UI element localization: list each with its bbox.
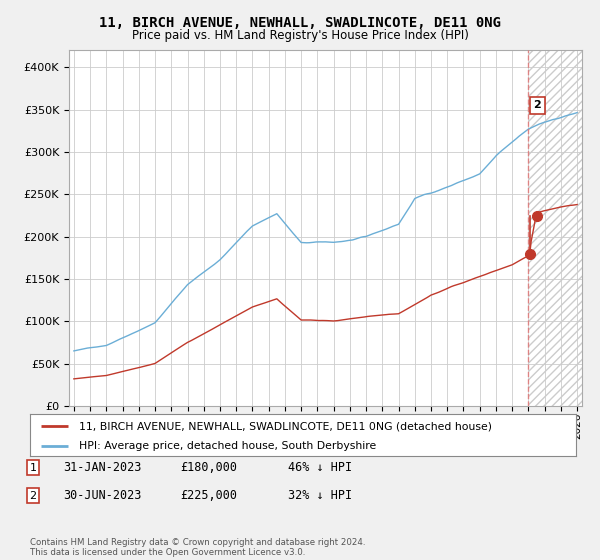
Text: 31-JAN-2023: 31-JAN-2023 bbox=[63, 461, 142, 474]
Text: £225,000: £225,000 bbox=[180, 489, 237, 502]
Text: Price paid vs. HM Land Registry's House Price Index (HPI): Price paid vs. HM Land Registry's House … bbox=[131, 29, 469, 42]
Text: 1: 1 bbox=[29, 463, 37, 473]
Text: 11, BIRCH AVENUE, NEWHALL, SWADLINCOTE, DE11 0NG: 11, BIRCH AVENUE, NEWHALL, SWADLINCOTE, … bbox=[99, 16, 501, 30]
Text: 32% ↓ HPI: 32% ↓ HPI bbox=[288, 489, 352, 502]
Text: 2: 2 bbox=[533, 100, 541, 110]
Text: £180,000: £180,000 bbox=[180, 461, 237, 474]
Text: 11, BIRCH AVENUE, NEWHALL, SWADLINCOTE, DE11 0NG (detached house): 11, BIRCH AVENUE, NEWHALL, SWADLINCOTE, … bbox=[79, 421, 492, 431]
Text: 46% ↓ HPI: 46% ↓ HPI bbox=[288, 461, 352, 474]
Text: 2: 2 bbox=[29, 491, 37, 501]
Text: HPI: Average price, detached house, South Derbyshire: HPI: Average price, detached house, Sout… bbox=[79, 441, 376, 451]
Text: 30-JUN-2023: 30-JUN-2023 bbox=[63, 489, 142, 502]
Bar bbox=[529, 50, 585, 406]
Bar bbox=[529, 50, 585, 406]
Text: Contains HM Land Registry data © Crown copyright and database right 2024.
This d: Contains HM Land Registry data © Crown c… bbox=[30, 538, 365, 557]
